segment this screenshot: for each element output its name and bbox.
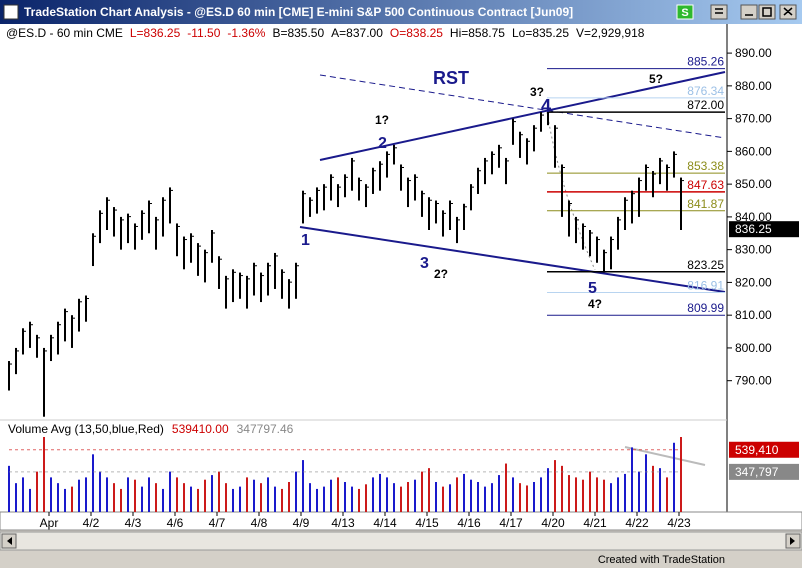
wave-label: 3 [420,255,429,272]
volume-avg-slow: 347797.46 [237,422,294,436]
wave-label: 4? [588,297,602,311]
level-label: 853.38 [687,159,724,173]
date-label: 4/13 [331,516,355,530]
high: Hi=858.75 [449,26,505,40]
level-label: 876.34 [687,84,724,98]
trendlines [299,71,726,466]
change-pct: -1.36% [227,26,266,40]
date-label: 4/8 [251,516,268,530]
wave-label: 2? [434,267,448,281]
volume-study: Volume Avg (13,50,blue,Red) [8,422,164,436]
y-tick-label: 870.00 [735,112,772,126]
date-label: 4/21 [583,516,607,530]
volume-legend: Volume Avg (13,50,blue,Red) 539410.00 3477… [8,422,294,436]
quote-header: @ES.D - 60 min CME L=836.25 -11.50 -1.36% B=… [6,26,651,40]
window-title: TradeStation Chart Analysis - @ES.D 60 m… [24,5,573,19]
date-label: 4/3 [125,516,142,530]
open: O=838.25 [389,26,443,40]
level-label: 885.26 [687,55,724,69]
volume-marker-label: 347,797 [735,465,779,479]
title-bar [0,0,802,24]
scrollbar[interactable] [0,531,802,551]
date-label: 4/7 [209,516,226,530]
restore-button[interactable] [710,4,728,20]
y-tick-label: 850.00 [735,177,772,191]
date-label: 4/15 [415,516,439,530]
level-label: 823.25 [687,258,724,272]
s-button-label[interactable]: S [681,7,688,19]
wave-label: 5? [649,72,663,86]
wave-label: 2 [378,135,387,152]
date-label: 4/6 [167,516,184,530]
app-icon [3,4,19,20]
volume-marker-box [729,441,799,458]
last: L=836.25 [129,26,181,40]
change: -11.50 [187,26,221,40]
level-label: 847.63 [687,178,724,192]
volume-avg-fast: 539410.00 [172,422,229,436]
footer: Created with TradeStation [598,554,725,566]
date-label: 4/14 [373,516,397,530]
last-price-box [729,221,799,238]
date-label: 4/16 [457,516,481,530]
y-tick-label: 790.00 [735,374,772,388]
y-tick-label: 840.00 [735,210,772,224]
ask: A=837.00 [331,26,383,40]
volume-marker-label: 539,410 [735,443,779,457]
volume: V=2,929,918 [576,26,645,40]
date-label: Apr [40,516,59,530]
y-tick-label: 890.00 [735,46,772,60]
date-label: 4/9 [293,516,310,530]
y-tick-label: 800.00 [735,341,772,355]
y-tick-label: 820.00 [735,275,772,289]
maximize-button[interactable] [758,4,776,20]
wave-label: 5 [588,280,597,297]
window-controls [710,4,797,20]
s-button[interactable] [676,4,694,20]
symbol: @ES.D - 60 min CME [6,26,123,40]
last-price-label: 836.25 [735,222,772,236]
wave-label: RST [433,68,469,88]
wave-label: 4 [541,96,551,116]
date-label: 4/22 [625,516,649,530]
date-label: 4/20 [541,516,565,530]
y-tick-label: 810.00 [735,308,772,322]
low: Lo=835.25 [511,26,570,40]
level-label: 872.00 [687,98,724,112]
date-label: 4/17 [499,516,523,530]
date-label: 4/23 [667,516,691,530]
wave-label: 1? [375,113,389,127]
wave-label: 1 [301,232,310,249]
y-tick-label: 860.00 [735,144,772,158]
y-tick-label: 880.00 [735,79,772,93]
level-label: 841.87 [687,197,724,211]
minimize-button[interactable] [740,4,758,20]
level-label: 816.91 [687,279,724,293]
chart-area [0,24,802,512]
bid: B=835.50 [272,26,325,40]
level-label: 809.99 [687,301,724,315]
wave-label: 3? [530,85,544,99]
date-label: 4/2 [83,516,100,530]
volume-marker-box [729,463,799,480]
y-tick-label: 830.00 [735,243,772,257]
